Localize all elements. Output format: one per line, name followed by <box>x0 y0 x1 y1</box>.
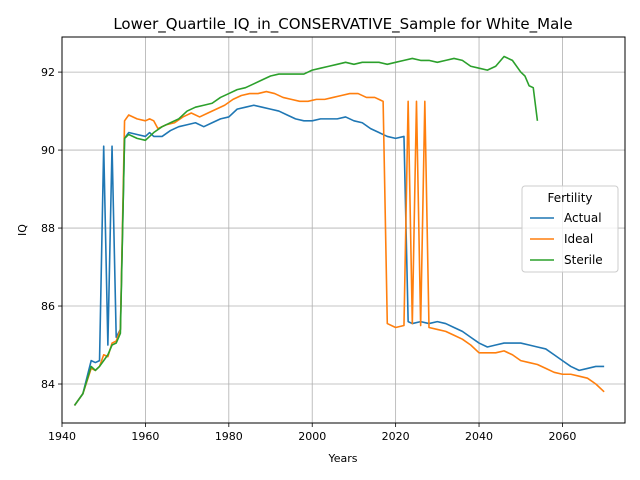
y-axis-label: IQ <box>16 224 29 236</box>
legend-label-sterile: Sterile <box>564 253 603 267</box>
x-tick-label: 1960 <box>131 430 159 443</box>
legend-box <box>521 185 619 273</box>
x-tick-label: 2020 <box>382 430 410 443</box>
legend: Fertility Actual Ideal Sterile <box>521 185 619 273</box>
plot-area-frame <box>61 36 626 424</box>
series-line-ideal <box>73 90 605 406</box>
chart-title: Lower_Quartile_IQ_in_CONSERVATIVE_Sample… <box>113 15 572 34</box>
y-tick-label: 88 <box>41 222 55 235</box>
y-tick-label: 90 <box>41 144 55 157</box>
x-tick-label: 2000 <box>298 430 326 443</box>
legend-label-ideal: Ideal <box>564 232 593 246</box>
x-tick-label: 1940 <box>48 430 76 443</box>
ticks: 1940 1960 1980 2000 2020 2040 2060 84 86 88 90 92 <box>41 66 576 443</box>
x-tick-label: 1980 <box>215 430 243 443</box>
legend-label-actual: Actual <box>564 211 602 225</box>
x-tick-label: 2040 <box>465 430 493 443</box>
y-tick-label: 86 <box>41 300 55 313</box>
y-tick-label: 84 <box>41 378 55 391</box>
series-line-sterile <box>73 55 539 406</box>
y-tick-label: 92 <box>41 66 55 79</box>
x-tick-label: 2060 <box>548 430 576 443</box>
x-axis-label: Years <box>327 452 357 465</box>
series-layer <box>73 55 605 406</box>
legend-items: Actual Ideal Sterile <box>530 211 603 267</box>
legend-title: Fertility <box>547 191 592 205</box>
series-line-actual <box>73 104 605 406</box>
